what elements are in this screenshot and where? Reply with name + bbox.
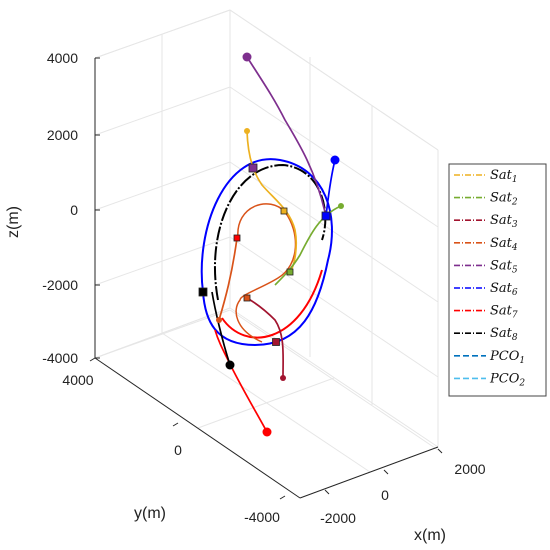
sat5-target-marker [248, 163, 258, 173]
z-tick-label: 2000 [47, 127, 78, 143]
sat1-start-marker [244, 128, 250, 134]
x-tick [437, 448, 443, 454]
sat8-target-marker [198, 287, 208, 297]
sat3-target-marker [272, 338, 280, 346]
legend-label-pco1: PCO1 [489, 349, 525, 366]
sat6-start-marker [330, 155, 340, 165]
legend: Sat1 Sat2 Sat3 Sat4 Sat5 Sat6 Sat7 Sat8 PCO1 PCO2 [448, 163, 547, 397]
x-tick-label: -2000 [320, 510, 356, 526]
y-tick-label: -4000 [244, 509, 280, 525]
legend-label-sat3: Sat3 [490, 213, 518, 230]
y-tick [172, 422, 179, 427]
sat7-target-marker [233, 234, 241, 242]
marker-layer [198, 52, 344, 437]
x-axis-label: x(m) [414, 527, 446, 544]
y-tick [89, 357, 96, 362]
sat7-start-marker [262, 427, 272, 437]
series-layer [211, 56, 342, 433]
x-tick-label: 0 [381, 487, 389, 503]
sat3-trajectory [246, 297, 285, 378]
legend-label-sat1: Sat1 [490, 168, 518, 185]
sat4-target-marker [243, 294, 251, 302]
grid-line [229, 307, 439, 448]
z-tick-label: 0 [70, 202, 78, 218]
legend-label-sat5: Sat5 [490, 258, 518, 275]
sat6-trajectory [325, 159, 336, 217]
orbit-ring-black [213, 163, 327, 301]
sat8-trajectory [211, 291, 231, 366]
z-axis-label: z(m) [5, 206, 22, 238]
legend-label-pco2: PCO2 [489, 371, 525, 388]
sat5-start-marker [242, 52, 252, 62]
z-tick-label: 4000 [47, 50, 78, 66]
grid-layer [94, 9, 439, 473]
legend-box [448, 163, 547, 397]
sat2-start-marker [338, 203, 344, 209]
grid-line [229, 9, 439, 151]
y-axis-line [94, 357, 301, 499]
grid-line [229, 236, 439, 378]
orbit-ring-inner [235, 203, 297, 343]
orbit-ring-red [221, 269, 323, 339]
grid-line [229, 309, 439, 451]
x-tick [383, 469, 389, 475]
y-tick [279, 495, 286, 500]
sat6-target-marker [321, 211, 331, 221]
legend-label-sat2: Sat2 [490, 191, 518, 208]
z-tick-label: -4000 [42, 350, 78, 366]
sat3-start-marker [280, 375, 286, 381]
sat5-trajectory [246, 56, 326, 213]
y-tick-label: 4000 [62, 372, 93, 388]
grid-line [229, 161, 439, 303]
grid-line [197, 377, 335, 429]
orbit-ring-outer [200, 158, 333, 347]
y-axis-label: y(m) [134, 505, 166, 522]
x-tick [324, 489, 330, 495]
legend-label-sat6: Sat6 [490, 281, 518, 298]
axis-layer: 4000 2000 0 -2000 -4000 4000 0 -4000 -2000 0 2000 [42, 50, 486, 526]
z-tick-label: -2000 [42, 277, 78, 293]
x-axis-line [299, 446, 439, 499]
sat4-trajectory [218, 237, 238, 321]
y-tick-label: 0 [174, 442, 182, 458]
legend-label-sat8: Sat8 [490, 326, 518, 343]
legend-label-sat4: Sat4 [490, 236, 518, 253]
sat2-target-marker [286, 268, 294, 276]
x-tick-label: 2000 [454, 461, 485, 477]
sat4-start-marker [216, 317, 222, 323]
legend-label-sat7: Sat7 [490, 304, 518, 321]
sat8-start-marker [225, 360, 235, 370]
sat1-target-marker [280, 207, 288, 215]
